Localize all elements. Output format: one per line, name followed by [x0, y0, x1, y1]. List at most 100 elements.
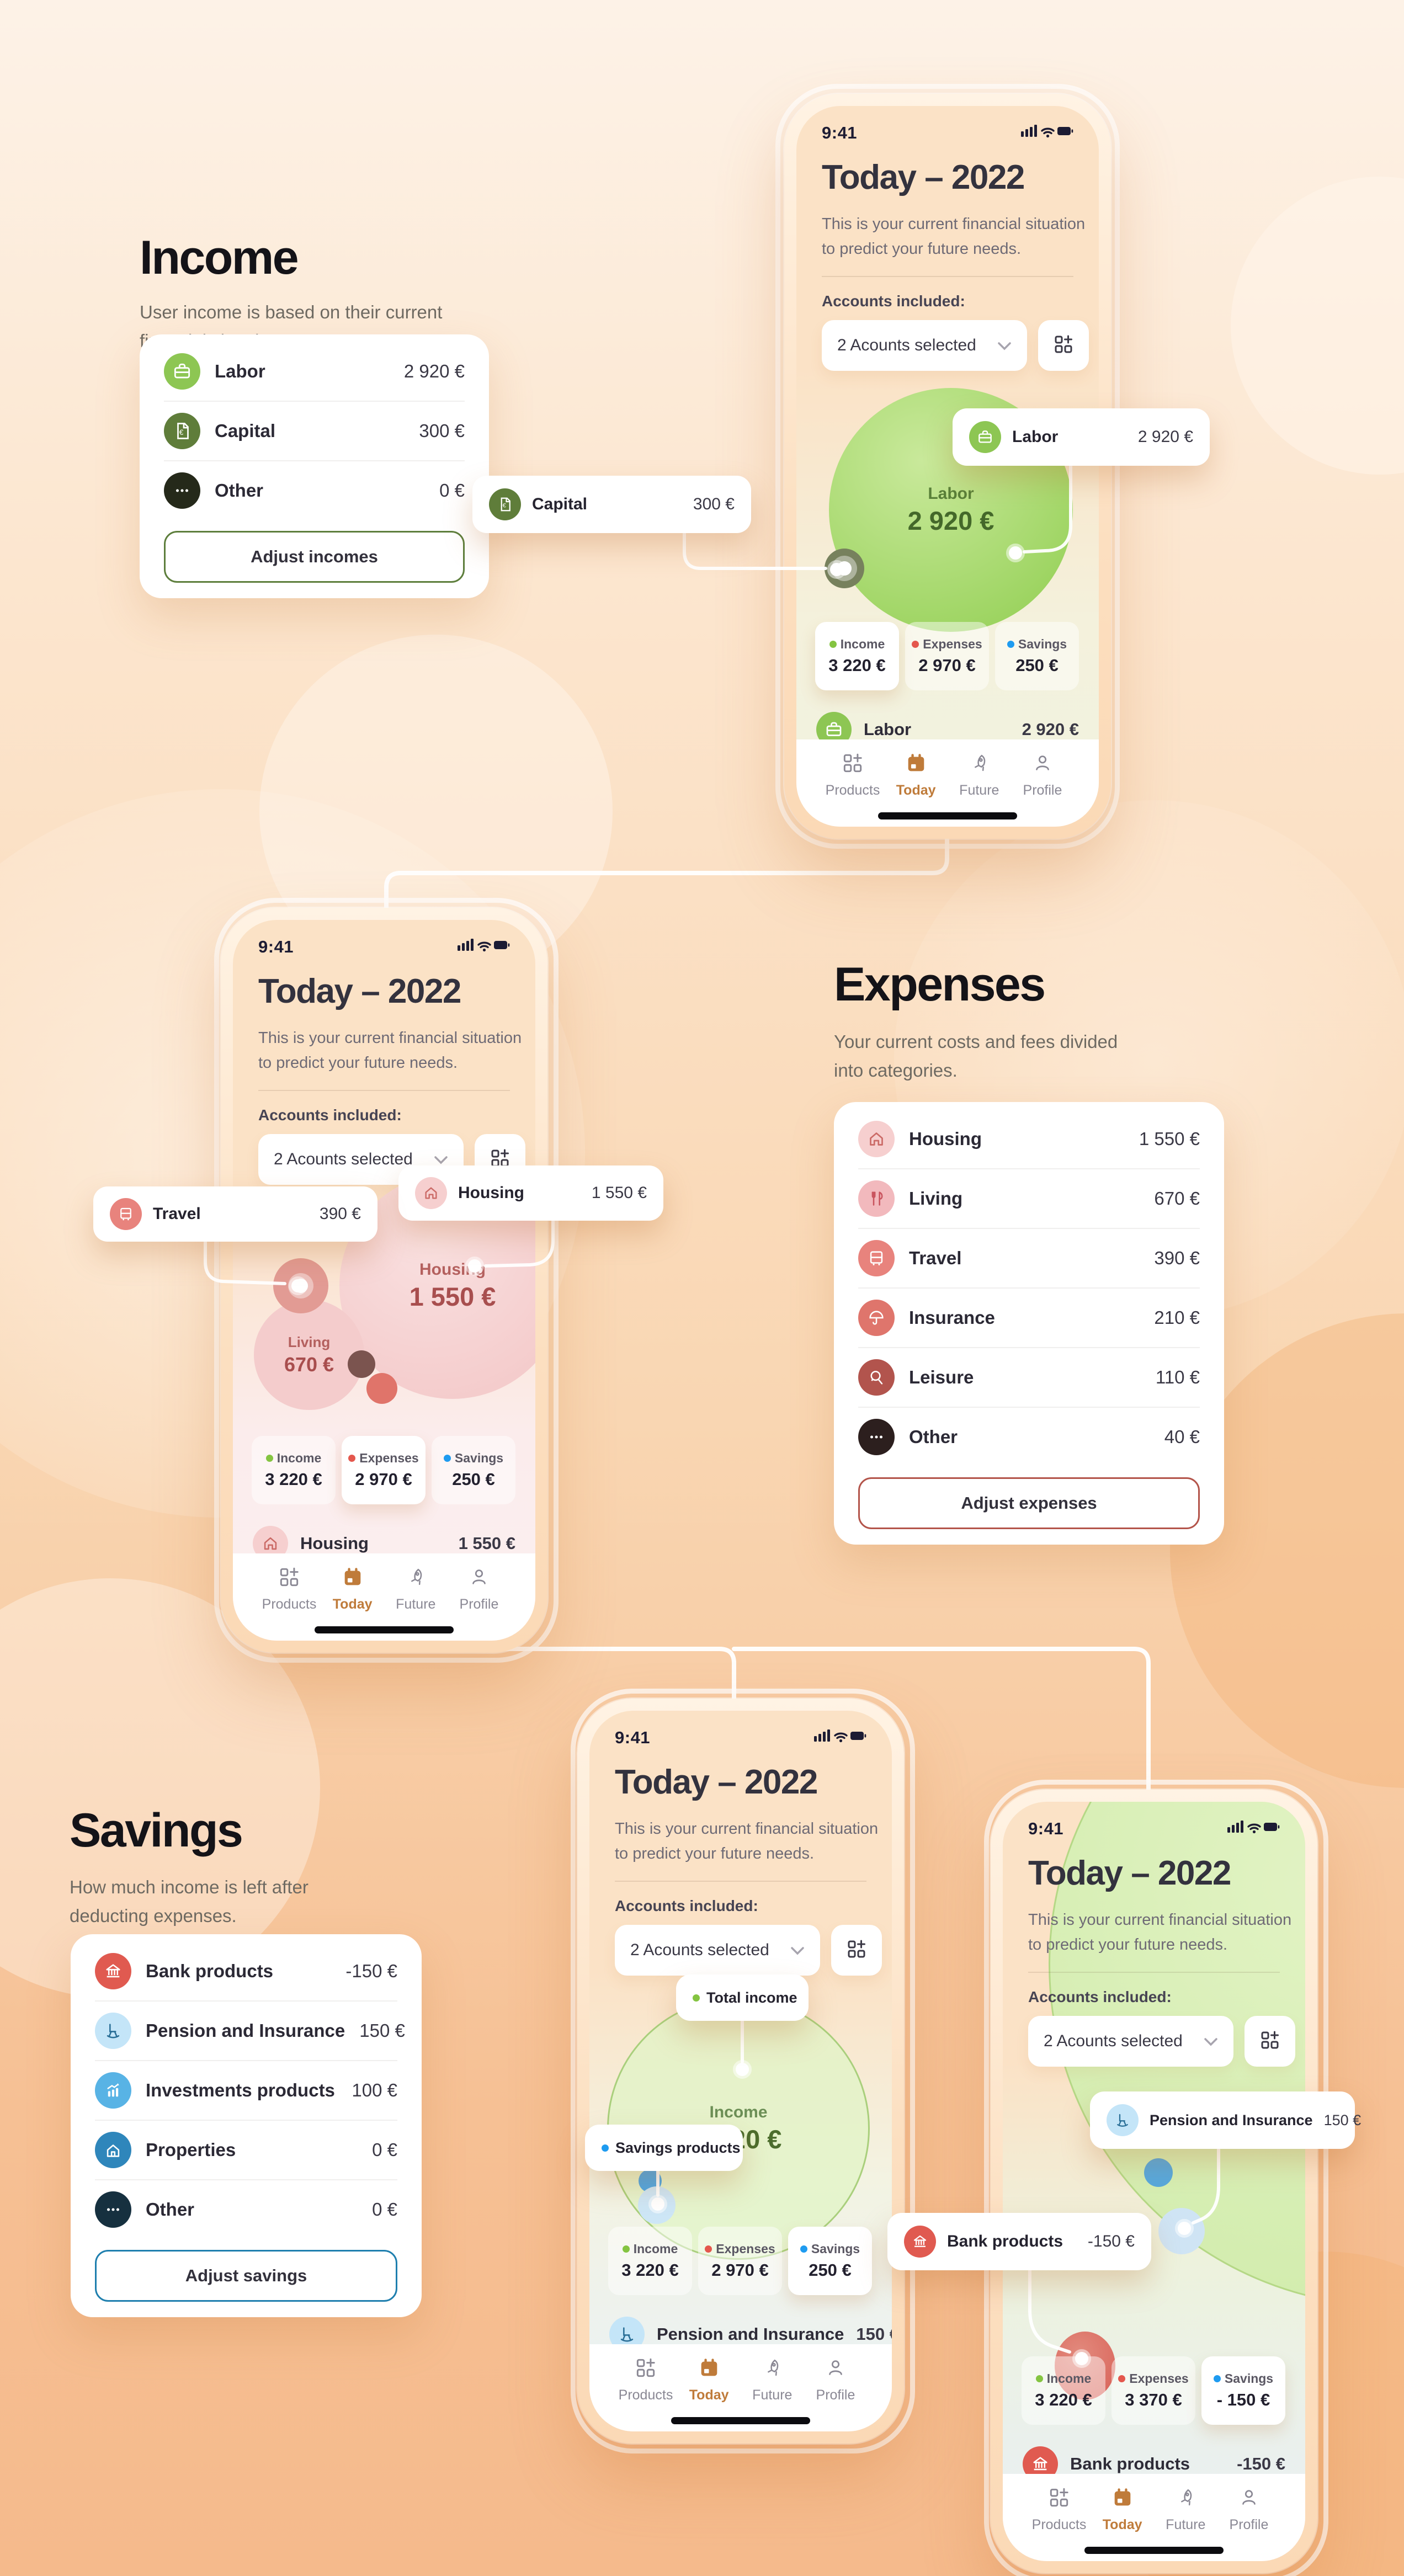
chevron-down-icon — [434, 1150, 448, 1169]
chart-bubble-savings-small[interactable] — [1144, 2158, 1173, 2187]
adjust-savings-button[interactable]: Adjust savings — [95, 2250, 397, 2302]
tab-future[interactable]: Future — [951, 752, 1007, 827]
stats-row: Income 3 220 € Expenses 3 370 € Savings … — [1022, 2356, 1285, 2425]
expenses-card: Housing 1 550 € Living 670 € Travel 390 … — [834, 1102, 1224, 1545]
tab-future[interactable]: Future — [1158, 2486, 1213, 2561]
phone-mockup-savings: 9:41 Today – 2022 This is your current f… — [577, 1699, 904, 2444]
stats-row: Income 3 220 € Expenses 2 970 € Savings … — [252, 1436, 515, 1504]
accounts-select[interactable]: 2 Acounts selected — [1028, 2016, 1233, 2067]
accounts-grid-button[interactable] — [831, 1925, 882, 1976]
tooltip-travel[interactable]: Travel 390 € — [93, 1186, 377, 1242]
expenses-row-housing[interactable]: Housing 1 550 € — [858, 1110, 1200, 1169]
bus-icon — [858, 1240, 895, 1276]
tab-products[interactable]: Products — [618, 2356, 673, 2431]
chart-bubble-living[interactable]: Living 670 € — [254, 1300, 364, 1410]
stat-chip-expenses[interactable]: Expenses 2 970 € — [905, 622, 989, 690]
stat-chip-expenses[interactable]: Expenses 2 970 € — [698, 2227, 782, 2295]
section-title-savings: Savings — [70, 1804, 243, 1857]
status-time: 9:41 — [615, 1728, 651, 1747]
savings-row-properties[interactable]: Properties 0 € — [95, 2121, 397, 2180]
home-indicator[interactable] — [315, 1626, 454, 1633]
tooltip-total-income[interactable]: Total income — [676, 1974, 809, 2021]
phone-mockup-savings-negative: 9:41 Today – 2022 This is your current f… — [991, 1790, 1317, 2573]
divider — [258, 1090, 510, 1091]
income-row-labor[interactable]: Labor 2 920 € — [164, 342, 465, 402]
svg-text:€: € — [503, 503, 507, 509]
stat-chip-expenses[interactable]: Expenses 2 970 € — [342, 1436, 426, 1504]
page-subtitle: This is your current financial situation… — [258, 1029, 522, 1072]
savings-row-investments[interactable]: Investments products 100 € — [95, 2061, 397, 2121]
rocking-chair-icon — [95, 2013, 131, 2049]
stat-chip-savings[interactable]: Savings - 150 € — [1201, 2356, 1285, 2425]
tab-profile[interactable]: Profile — [451, 1566, 507, 1641]
stat-chip-income[interactable]: Income 3 220 € — [608, 2227, 692, 2295]
chart-bubble-savings-products[interactable] — [638, 2186, 676, 2224]
home-indicator[interactable] — [878, 812, 1017, 819]
income-row-other[interactable]: Other 0 € — [164, 461, 465, 520]
tooltip-labor[interactable]: Labor 2 920 € — [953, 408, 1210, 466]
tab-bar: Products Today Future Profile — [589, 2344, 892, 2431]
status-time: 9:41 — [258, 937, 294, 956]
stat-chip-savings[interactable]: Savings 250 € — [995, 622, 1079, 690]
briefcase-icon — [969, 421, 1001, 453]
page-title: Today – 2022 — [258, 972, 461, 1010]
stat-chip-savings[interactable]: Savings 250 € — [788, 2227, 872, 2295]
tab-today[interactable]: Today — [1095, 2486, 1150, 2561]
income-row-capital[interactable]: € Capital 300 € — [164, 402, 465, 461]
stat-chip-income[interactable]: Income 3 220 € — [1022, 2356, 1105, 2425]
tab-products[interactable]: Products — [262, 1566, 317, 1641]
calendar-icon — [698, 2356, 721, 2382]
cutlery-icon — [858, 1180, 895, 1217]
tab-today[interactable]: Today — [325, 1566, 380, 1641]
grid-plus-icon — [845, 1938, 868, 1963]
bank-icon — [95, 1953, 131, 1989]
chart-bubble-travel[interactable] — [273, 1258, 328, 1313]
accounts-select[interactable]: 2 Acounts selected — [615, 1925, 820, 1976]
tooltip-bank[interactable]: Bank products -150 € — [887, 2213, 1151, 2270]
savings-row-bank[interactable]: Bank products -150 € — [95, 1942, 397, 2002]
adjust-expenses-button[interactable]: Adjust expenses — [858, 1477, 1200, 1529]
tooltip-housing[interactable]: Housing 1 550 € — [398, 1165, 663, 1221]
page-subtitle: This is your current financial situation… — [822, 215, 1086, 258]
chart-bubble-pension[interactable] — [1158, 2208, 1205, 2254]
home-indicator[interactable] — [1084, 2547, 1224, 2554]
stat-chip-expenses[interactable]: Expenses 3 370 € — [1112, 2356, 1195, 2425]
tab-today[interactable]: Today — [889, 752, 944, 827]
expenses-row-travel[interactable]: Travel 390 € — [858, 1229, 1200, 1289]
chart-bubble-small[interactable] — [348, 1350, 375, 1378]
savings-dot — [602, 2144, 609, 2152]
stats-row: Income 3 220 € Expenses 2 970 € Savings … — [608, 2227, 872, 2295]
status-icons — [458, 937, 510, 957]
home-indicator[interactable] — [671, 2417, 810, 2424]
expenses-row-living[interactable]: Living 670 € — [858, 1169, 1200, 1229]
stat-chip-income[interactable]: Income 3 220 € — [815, 622, 899, 690]
expenses-row-insurance[interactable]: Insurance 210 € — [858, 1289, 1200, 1348]
expenses-row-other[interactable]: Other 40 € — [858, 1408, 1200, 1466]
tab-profile[interactable]: Profile — [1015, 752, 1070, 827]
tooltip-pension[interactable]: Pension and Insurance 150 € — [1090, 2091, 1361, 2149]
accounts-select[interactable]: 2 Acounts selected — [822, 320, 1027, 371]
list-item[interactable]: Labor 2 920 € — [816, 703, 1079, 756]
chart-bubble-capital[interactable] — [825, 549, 864, 588]
stat-chip-income[interactable]: Income 3 220 € — [252, 1436, 336, 1504]
tooltip-capital[interactable]: € Capital 300 € — [472, 476, 751, 533]
person-icon — [824, 2356, 847, 2382]
savings-row-other[interactable]: Other 0 € — [95, 2180, 397, 2239]
income-dot — [1035, 2375, 1043, 2382]
tooltip-savings-products[interactable]: Savings products — [585, 2125, 743, 2171]
savings-row-pension[interactable]: Pension and Insurance 150 € — [95, 2002, 405, 2061]
tab-today[interactable]: Today — [682, 2356, 737, 2431]
accounts-grid-button[interactable] — [1038, 320, 1089, 371]
chart-bubble-small[interactable] — [366, 1373, 397, 1404]
adjust-incomes-button[interactable]: Adjust incomes — [164, 531, 465, 583]
tab-products[interactable]: Products — [825, 752, 880, 827]
tab-future[interactable]: Future — [744, 2356, 800, 2431]
expenses-row-leisure[interactable]: Leisure 110 € — [858, 1348, 1200, 1408]
accounts-grid-button[interactable] — [1245, 2016, 1295, 2067]
savings-card: Bank products -150 € Pension and Insuran… — [71, 1934, 422, 2317]
tab-profile[interactable]: Profile — [808, 2356, 863, 2431]
tab-products[interactable]: Products — [1031, 2486, 1087, 2561]
tab-profile[interactable]: Profile — [1221, 2486, 1277, 2561]
tab-future[interactable]: Future — [388, 1566, 443, 1641]
stat-chip-savings[interactable]: Savings 250 € — [432, 1436, 515, 1504]
